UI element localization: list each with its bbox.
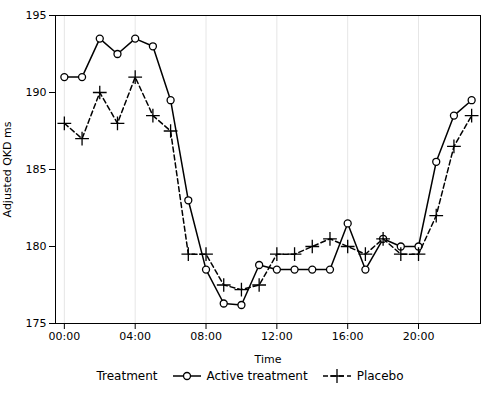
svg-text:180: 180 [26,240,47,253]
svg-text:190: 190 [26,86,47,99]
svg-text:20:00: 20:00 [403,330,435,343]
svg-text:195: 195 [26,9,47,22]
svg-text:04:00: 04:00 [119,330,151,343]
svg-text:08:00: 08:00 [190,330,222,343]
svg-text:185: 185 [26,163,47,176]
svg-text:175: 175 [26,317,47,330]
svg-text:Time: Time [254,353,282,366]
html-text:Treatment: Treatment [96,369,158,383]
svg-text:00:00: 00:00 [49,330,81,343]
svg-text:Adjusted QKD ms: Adjusted QKD ms [1,121,14,217]
html-text:Placebo: Placebo [356,369,404,383]
html-text:Active treatment: Active treatment [206,369,308,383]
svg-text:16:00: 16:00 [332,330,364,343]
svg-text:12:00: 12:00 [261,330,293,343]
